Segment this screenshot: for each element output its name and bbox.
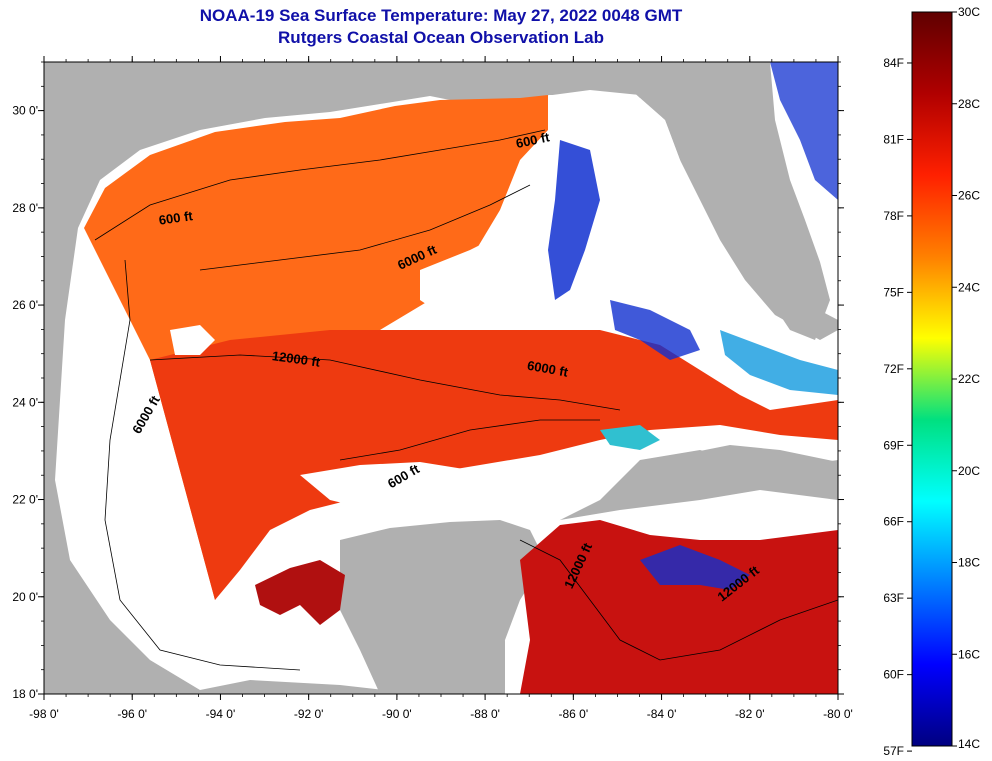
x-tick-label: -96 0' bbox=[117, 707, 147, 721]
cloud-patches bbox=[170, 95, 690, 520]
x-tick-label: -80 0' bbox=[823, 707, 853, 721]
y-tick-label: 28 0' bbox=[12, 201, 38, 215]
bathymetry-contours bbox=[94, 129, 838, 671]
x-tick-label: -94 0' bbox=[206, 707, 236, 721]
x-tick-label: -90 0' bbox=[382, 707, 412, 721]
colorbar-c-label: 20C bbox=[958, 464, 980, 478]
colorbar-f-label: 78F bbox=[883, 209, 904, 223]
colorbar-f-label: 60F bbox=[883, 668, 904, 682]
y-tick-label: 30 0' bbox=[12, 104, 38, 118]
colorbar-c-label: 30C bbox=[958, 5, 980, 19]
x-tick-label: -86 0' bbox=[559, 707, 589, 721]
sst-swath-red bbox=[150, 330, 838, 600]
caribbean-hot bbox=[520, 520, 838, 694]
colorbar-f-label: 57F bbox=[883, 744, 904, 758]
colorbar-c-label: 24C bbox=[958, 280, 980, 294]
contour-label: 12000 ft bbox=[271, 348, 322, 370]
colorbar-f-label: 72F bbox=[883, 362, 904, 376]
y-tick-label: 20 0' bbox=[12, 590, 38, 604]
yucatan-land bbox=[340, 520, 545, 694]
colorbar-c-label: 26C bbox=[958, 189, 980, 203]
contour-label: 6000 ft bbox=[526, 358, 570, 380]
cuba-land bbox=[612, 445, 838, 505]
campeche-hot bbox=[255, 560, 345, 625]
x-tick-label: -88 0' bbox=[470, 707, 500, 721]
y-tick-label: 22 0' bbox=[12, 493, 38, 507]
colorbar-c-label: 28C bbox=[958, 97, 980, 111]
contour-label: 600 ft bbox=[515, 129, 552, 151]
x-tick-label: -98 0' bbox=[29, 707, 59, 721]
colorbar-f-label: 84F bbox=[883, 56, 904, 70]
florida-land bbox=[600, 62, 830, 340]
colorbar-c-label: 22C bbox=[958, 372, 980, 386]
colorbar-labels: 30C 28C 26C 24C 22C 20C 18C 16C 14C 84F 81F 78F 75F 7… bbox=[883, 5, 980, 758]
x-tick-label: -92 0' bbox=[294, 707, 324, 721]
colorbar-f-label: 66F bbox=[883, 515, 904, 529]
y-tick-label: 18 0' bbox=[12, 687, 38, 701]
chart-subtitle: Rutgers Coastal Ocean Observation Lab bbox=[278, 28, 604, 47]
chart-title: NOAA-19 Sea Surface Temperature: May 27,… bbox=[199, 6, 683, 25]
colorbar-f-label: 81F bbox=[883, 132, 904, 146]
y-tick-label: 26 0' bbox=[12, 298, 38, 312]
colorbar-f-label: 75F bbox=[883, 285, 904, 299]
x-tick-label: -84 0' bbox=[647, 707, 677, 721]
y-tick-label: 24 0' bbox=[12, 395, 38, 409]
x-tick-label: -82 0' bbox=[735, 707, 765, 721]
colorbar-f-label: 69F bbox=[883, 438, 904, 452]
map-area bbox=[44, 62, 838, 694]
colorbar-c-label: 14C bbox=[958, 737, 980, 751]
colorbar-gradient bbox=[911, 11, 953, 747]
colorbar-c-label: 16C bbox=[958, 647, 980, 661]
colorbar-f-label: 63F bbox=[883, 591, 904, 605]
colorbar-c-label: 18C bbox=[958, 556, 980, 570]
map-axes: -98 0' -96 0' -94 0' -92 0' -90 0' -88 0' -86 … bbox=[12, 56, 853, 721]
contour-label: 600 ft bbox=[158, 208, 194, 228]
cold-artifacts bbox=[548, 62, 838, 590]
